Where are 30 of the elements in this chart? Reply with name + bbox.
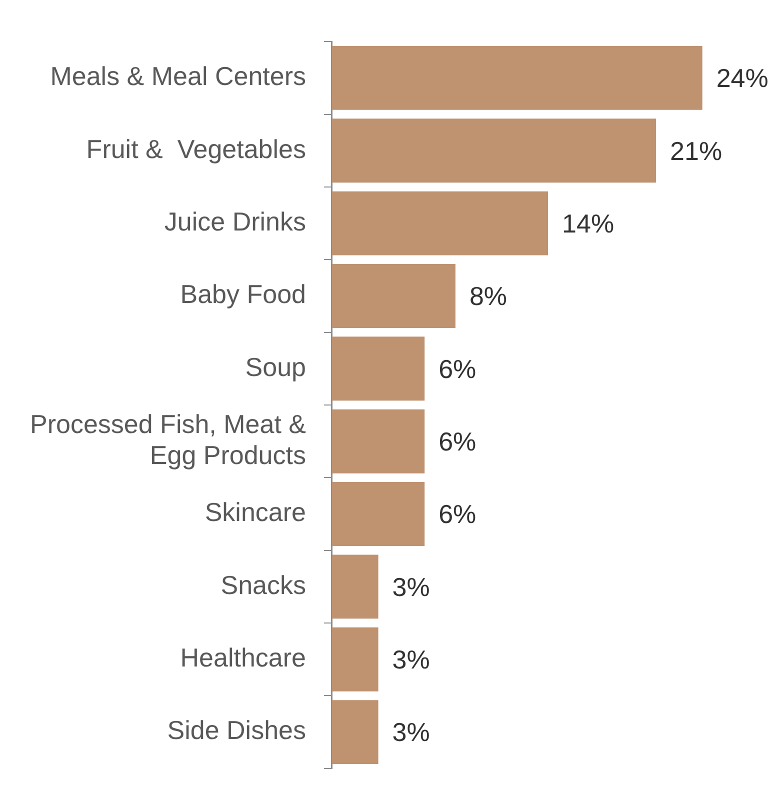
data-label: 3% bbox=[392, 717, 430, 748]
y-tick-label: Skincare bbox=[204, 497, 306, 528]
y-tick-label: Meals & Meal Centers bbox=[50, 61, 306, 92]
y-tick-label: Soup bbox=[245, 352, 306, 382]
y-tick-label: Processed Fish, Meat & Egg Products bbox=[30, 408, 306, 470]
data-label: 3% bbox=[392, 644, 430, 675]
y-tick-label: Fruit & Vegetables bbox=[86, 134, 306, 164]
data-label: 14% bbox=[562, 208, 614, 238]
bar bbox=[332, 700, 378, 764]
data-label: 21% bbox=[670, 136, 722, 166]
bar bbox=[332, 264, 456, 328]
data-label: 24% bbox=[716, 63, 768, 94]
data-label: 6% bbox=[438, 426, 476, 457]
bar bbox=[332, 482, 425, 546]
data-label: 3% bbox=[392, 572, 430, 602]
data-label: 6% bbox=[438, 354, 476, 384]
bar bbox=[332, 118, 656, 183]
bar bbox=[332, 554, 378, 619]
bar bbox=[332, 46, 702, 110]
bar bbox=[332, 336, 425, 401]
y-tick-label: Side Dishes bbox=[167, 715, 306, 746]
y-tick-label: Juice Drinks bbox=[164, 206, 306, 236]
bar bbox=[332, 191, 548, 256]
y-tick-label: Baby Food bbox=[180, 279, 306, 310]
bar bbox=[332, 409, 425, 474]
y-tick-label: Snacks bbox=[220, 570, 306, 600]
data-label: 6% bbox=[438, 499, 476, 530]
y-tick-label: Healthcare bbox=[180, 642, 306, 673]
data-label: 8% bbox=[469, 281, 508, 312]
bar bbox=[332, 627, 378, 692]
